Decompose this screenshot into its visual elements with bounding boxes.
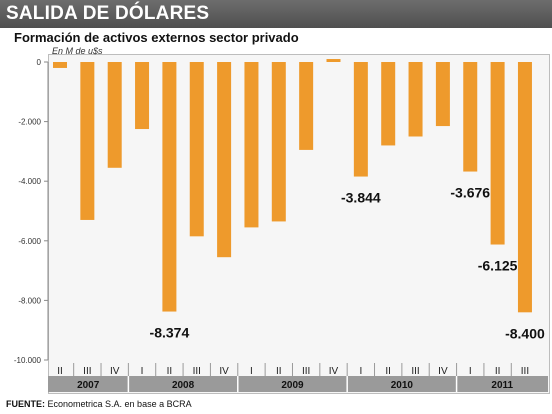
- data-label: -3.844: [341, 190, 381, 206]
- x-tick-label: III: [193, 366, 201, 377]
- bar: [80, 62, 95, 220]
- year-label: 2010: [391, 380, 414, 391]
- page-title: SALIDA DE DÓLARES: [6, 3, 210, 24]
- x-tick-label: III: [302, 366, 310, 377]
- bar: [408, 62, 423, 137]
- data-label: -8.374: [150, 325, 190, 341]
- y-tick-label: -10.000: [14, 356, 42, 365]
- data-label: -6.125: [478, 258, 518, 274]
- source-note: FUENTE: Econometrica S.A. en base a BCRA: [6, 399, 192, 409]
- source-label: FUENTE:: [6, 399, 45, 409]
- bar: [381, 62, 396, 146]
- x-tick-label: II: [495, 366, 501, 377]
- y-tick-label: -8.000: [18, 296, 41, 305]
- chart-title: Formación de activos externos sector pri…: [14, 30, 299, 45]
- x-tick-label: III: [521, 366, 529, 377]
- year-label: 2011: [491, 380, 513, 391]
- x-tick-label: IV: [438, 366, 448, 377]
- y-tick-label: 0: [37, 58, 42, 67]
- x-tick-label: IV: [329, 366, 339, 377]
- bar: [435, 62, 450, 127]
- bar: [162, 62, 177, 312]
- bar: [353, 62, 368, 177]
- source-text: Econometrica S.A. en base a BCRA: [47, 399, 192, 409]
- year-label: 2008: [172, 380, 195, 391]
- bar: [490, 62, 505, 245]
- bar: [244, 62, 259, 228]
- x-tick-label: II: [167, 366, 173, 377]
- x-tick-label: I: [359, 366, 362, 377]
- bar: [271, 62, 286, 222]
- x-tick-label: II: [276, 366, 282, 377]
- bar: [217, 62, 232, 258]
- x-tick-label: I: [469, 366, 472, 377]
- x-tick-label: I: [250, 366, 253, 377]
- bar: [299, 62, 314, 150]
- x-tick-label: IV: [219, 366, 229, 377]
- bar: [135, 62, 150, 130]
- y-tick-label: -2.000: [18, 118, 41, 127]
- y-tick-label: -6.000: [18, 237, 41, 246]
- year-band: [48, 376, 548, 392]
- bar: [463, 62, 478, 172]
- bar: [189, 62, 204, 237]
- bar: [517, 62, 532, 313]
- data-label: -3.676: [450, 185, 490, 201]
- x-tick-label: II: [385, 366, 391, 377]
- x-tick-label: I: [141, 366, 144, 377]
- x-tick-label: IV: [110, 366, 120, 377]
- bar: [107, 62, 122, 168]
- y-tick-label: -4.000: [18, 177, 41, 186]
- bar: [53, 62, 67, 68]
- data-label: -8.400: [505, 325, 545, 341]
- x-tick-label: II: [57, 366, 63, 377]
- x-tick-label: III: [411, 366, 419, 377]
- year-label: 2007: [77, 380, 100, 391]
- x-tick-label: III: [83, 366, 91, 377]
- year-label: 2009: [281, 380, 304, 391]
- header-bar: SALIDA DE DÓLARES: [0, 0, 552, 28]
- bar: [326, 59, 341, 62]
- unit-label: En M de u$s: [52, 46, 103, 56]
